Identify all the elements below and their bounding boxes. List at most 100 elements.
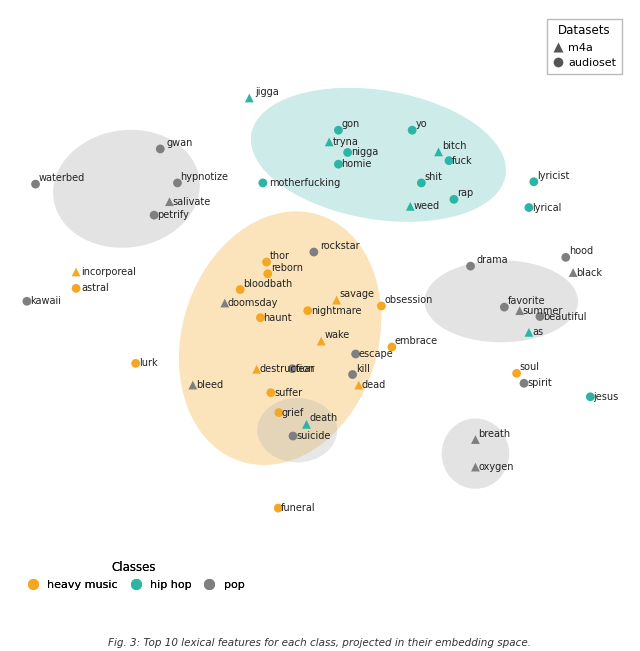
- Point: [220, 298, 230, 308]
- Point: [252, 364, 262, 374]
- Point: [376, 301, 387, 311]
- Text: lyrical: lyrical: [532, 202, 561, 212]
- Point: [333, 159, 344, 169]
- Point: [301, 419, 312, 430]
- Point: [22, 296, 32, 307]
- Text: fear: fear: [296, 364, 315, 374]
- Point: [524, 327, 534, 337]
- Point: [287, 363, 298, 374]
- Point: [316, 336, 326, 346]
- Point: [308, 247, 319, 257]
- Text: summer: summer: [523, 306, 563, 316]
- Point: [416, 178, 426, 188]
- Point: [529, 176, 539, 187]
- Text: spirit: spirit: [527, 378, 552, 388]
- Text: waterbed: waterbed: [38, 173, 85, 183]
- Text: breath: breath: [479, 429, 511, 439]
- Point: [342, 147, 353, 158]
- Text: wake: wake: [324, 330, 349, 340]
- Text: gwan: gwan: [166, 138, 193, 148]
- Point: [258, 178, 268, 188]
- Point: [266, 387, 276, 398]
- Text: dead: dead: [362, 380, 386, 390]
- Text: obsession: obsession: [385, 295, 433, 305]
- Text: embrace: embrace: [395, 336, 438, 346]
- Point: [585, 391, 595, 402]
- Text: nigga: nigga: [351, 148, 378, 158]
- Text: drama: drama: [477, 255, 508, 265]
- Text: grief: grief: [282, 408, 304, 417]
- Text: death: death: [310, 413, 338, 423]
- Text: savage: savage: [340, 289, 374, 299]
- Point: [405, 201, 415, 212]
- Point: [515, 305, 525, 316]
- Point: [288, 431, 298, 441]
- Text: motherfucking: motherfucking: [269, 178, 340, 188]
- Text: bitch: bitch: [442, 141, 466, 151]
- Ellipse shape: [442, 419, 509, 489]
- Point: [31, 179, 41, 189]
- Point: [465, 261, 476, 271]
- Text: shit: shit: [424, 172, 442, 182]
- Point: [324, 137, 334, 147]
- Text: escape: escape: [358, 349, 394, 359]
- Text: suffer: suffer: [274, 388, 302, 398]
- Ellipse shape: [251, 88, 506, 222]
- Point: [131, 358, 141, 368]
- Point: [519, 378, 529, 389]
- Text: yo: yo: [415, 119, 427, 130]
- Text: tryna: tryna: [332, 137, 358, 147]
- Text: homie: homie: [342, 159, 372, 169]
- Ellipse shape: [257, 398, 337, 462]
- Ellipse shape: [424, 260, 578, 342]
- Point: [511, 368, 522, 379]
- Point: [274, 408, 284, 418]
- Text: funeral: funeral: [282, 503, 316, 513]
- Point: [333, 125, 344, 135]
- Text: doomsday: doomsday: [228, 298, 278, 308]
- Point: [164, 197, 175, 207]
- Text: beautiful: beautiful: [543, 312, 586, 322]
- Ellipse shape: [179, 212, 381, 465]
- Text: Fig. 3: Top 10 lexical features for each class, projected in their embedding spa: Fig. 3: Top 10 lexical features for each…: [109, 638, 531, 648]
- Text: rockstar: rockstar: [320, 242, 360, 251]
- Point: [348, 369, 358, 380]
- Text: oxygen: oxygen: [479, 462, 514, 472]
- Point: [433, 146, 444, 157]
- Point: [71, 283, 81, 294]
- Text: kill: kill: [356, 364, 369, 374]
- Point: [387, 342, 397, 352]
- Point: [262, 268, 273, 279]
- Point: [155, 144, 165, 154]
- Point: [353, 380, 364, 391]
- Point: [273, 503, 284, 513]
- Text: rap: rap: [457, 189, 473, 199]
- Point: [470, 462, 481, 473]
- Text: kawaii: kawaii: [30, 296, 61, 306]
- Text: haunt: haunt: [264, 312, 292, 323]
- Text: hypnotize: hypnotize: [180, 172, 228, 182]
- Point: [244, 92, 255, 103]
- Text: black: black: [576, 268, 602, 277]
- Text: weed: weed: [413, 201, 440, 212]
- Text: lyricist: lyricist: [537, 171, 569, 181]
- Text: as: as: [532, 327, 543, 337]
- Text: jesus: jesus: [593, 392, 619, 402]
- Point: [444, 156, 454, 166]
- Text: petrify: petrify: [157, 210, 189, 220]
- Text: fuck: fuck: [452, 156, 473, 165]
- Point: [172, 178, 182, 188]
- Point: [351, 349, 361, 359]
- Text: nightmare: nightmare: [311, 306, 362, 316]
- Point: [261, 256, 271, 267]
- Point: [470, 434, 481, 445]
- Point: [235, 284, 245, 295]
- Text: destruction: destruction: [260, 365, 316, 374]
- Text: hood: hood: [569, 247, 593, 256]
- Text: reborn: reborn: [271, 263, 303, 273]
- Point: [188, 380, 198, 391]
- Legend: heavy music, hip hop, pop: heavy music, hip hop, pop: [19, 558, 248, 593]
- Point: [561, 252, 571, 262]
- Point: [449, 194, 459, 204]
- Text: gon: gon: [342, 119, 360, 130]
